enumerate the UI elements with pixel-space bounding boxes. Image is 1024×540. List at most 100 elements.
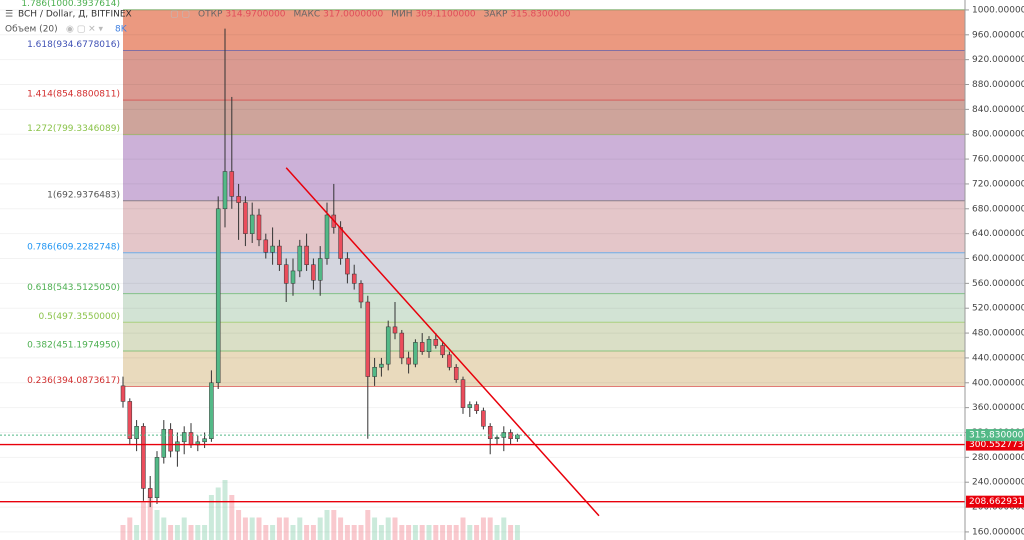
ohlc-value: 309.1100000 — [416, 10, 476, 20]
price-tag — [966, 495, 1024, 508]
fib-label: 1.272(799.3346089) — [27, 124, 120, 134]
volume-bar — [324, 510, 330, 540]
y-tick-label: 600.0000000 — [972, 254, 1024, 264]
candle-body — [317, 258, 323, 281]
volume-bar — [297, 517, 303, 540]
volume-bar — [120, 525, 126, 540]
volume-bar — [127, 517, 133, 540]
ohlc-label: МИН — [391, 10, 412, 20]
volume-bar — [290, 525, 296, 540]
candle-body — [215, 208, 221, 384]
fib-zone — [123, 9, 965, 51]
price-tag — [966, 438, 1024, 451]
candle-body — [365, 301, 371, 377]
volume-bar — [236, 510, 242, 540]
fib-label: 1.618(934.6778016) — [27, 40, 120, 50]
fib-zone — [123, 322, 965, 351]
menu-icon[interactable]: ☰ — [5, 10, 13, 20]
candle-body — [243, 202, 248, 234]
volume-bar — [494, 525, 500, 540]
icons[interactable]: ▢ ▢ — [170, 10, 190, 20]
candle-body — [324, 214, 330, 259]
volume-bar — [174, 525, 180, 540]
volume-bar — [242, 517, 248, 540]
y-tick-label: 760.0000000 — [972, 155, 1024, 165]
fib-zone — [123, 134, 965, 201]
candle-body — [304, 245, 309, 265]
volume-bar — [514, 525, 520, 540]
candle-body — [141, 426, 146, 489]
volume-bar — [358, 525, 364, 540]
candle-body — [134, 426, 139, 439]
volume-bar — [195, 525, 201, 540]
candle-body — [481, 410, 486, 427]
ohlc-label: ОТКР — [198, 10, 223, 20]
y-tick-label: 680.0000000 — [972, 204, 1024, 214]
volume-bar — [467, 525, 473, 540]
volume-bar — [181, 517, 187, 540]
volume-bar — [310, 525, 316, 540]
volume-bar — [317, 517, 323, 540]
y-tick-label: 360.0000000 — [972, 403, 1024, 413]
volume-bar — [188, 525, 194, 540]
volume-bar — [508, 525, 514, 540]
y-tick-label: 920.0000000 — [972, 55, 1024, 65]
volume-bar — [134, 525, 140, 540]
fib-zone — [123, 350, 965, 387]
symbol[interactable]: BCH / Dollar, Д, BITFINEX — [18, 10, 132, 20]
candle-body — [460, 379, 466, 408]
volume-bar — [263, 525, 269, 540]
y-tick-label: 400.0000000 — [972, 378, 1024, 388]
y-tick-label: 720.0000000 — [972, 179, 1024, 189]
volume-bar — [304, 525, 310, 540]
fib-label: 0.618(543.5125050) — [27, 283, 120, 293]
fib-label: 1.786(1000.3937614) — [21, 0, 120, 9]
fib-label: 0.382(451.1974950) — [27, 340, 120, 350]
volume-bar — [202, 525, 208, 540]
fib-label: 0.236(394.0873617) — [27, 376, 120, 386]
volume-bar — [426, 525, 432, 540]
volume-value: 8K — [115, 25, 128, 35]
candle-body — [263, 239, 269, 253]
candle-body — [494, 437, 500, 439]
price-tag — [966, 429, 1024, 442]
volume-bar — [270, 525, 276, 540]
ohlc-value: 314.9700000 — [225, 10, 285, 20]
candle-body — [345, 258, 350, 275]
candle-body — [392, 326, 398, 334]
candle-body — [406, 357, 411, 365]
ohlc-label: ЗАКР — [484, 10, 508, 20]
candle-body — [202, 438, 207, 443]
volume-icons[interactable]: ◉ ▢ ✕ ▾ — [66, 25, 103, 35]
y-tick-label: 480.0000000 — [972, 329, 1024, 339]
candle-body — [188, 432, 194, 446]
candle-body — [270, 245, 275, 253]
volume-bar — [147, 495, 153, 540]
candle-body — [351, 273, 357, 284]
volume-bar — [283, 517, 289, 540]
volume-bar — [276, 517, 282, 540]
candle-body — [399, 332, 405, 359]
volume-bar — [161, 517, 167, 540]
y-tick-label: 960.0000000 — [972, 30, 1024, 40]
y-tick-label: 640.0000000 — [972, 229, 1024, 239]
candle-body — [256, 214, 262, 241]
volume-bar — [372, 517, 378, 540]
candle-body — [372, 366, 377, 377]
trendline — [285, 167, 600, 517]
volume-bar — [215, 487, 221, 540]
volume-bar — [229, 495, 235, 540]
candle-body — [236, 196, 241, 203]
y-tick-label: 800.0000000 — [972, 130, 1024, 140]
candle-body — [508, 432, 513, 439]
candle-body — [161, 429, 167, 458]
price-tag-label: 208.6629312 — [969, 497, 1024, 507]
candle-body — [453, 366, 459, 380]
y-tick-label: 240.0000000 — [972, 478, 1024, 488]
fib-zone — [123, 293, 965, 323]
volume-bar — [474, 525, 480, 540]
volume-bar — [392, 517, 398, 540]
volume-bar — [331, 510, 337, 540]
fib-zone — [123, 100, 965, 135]
